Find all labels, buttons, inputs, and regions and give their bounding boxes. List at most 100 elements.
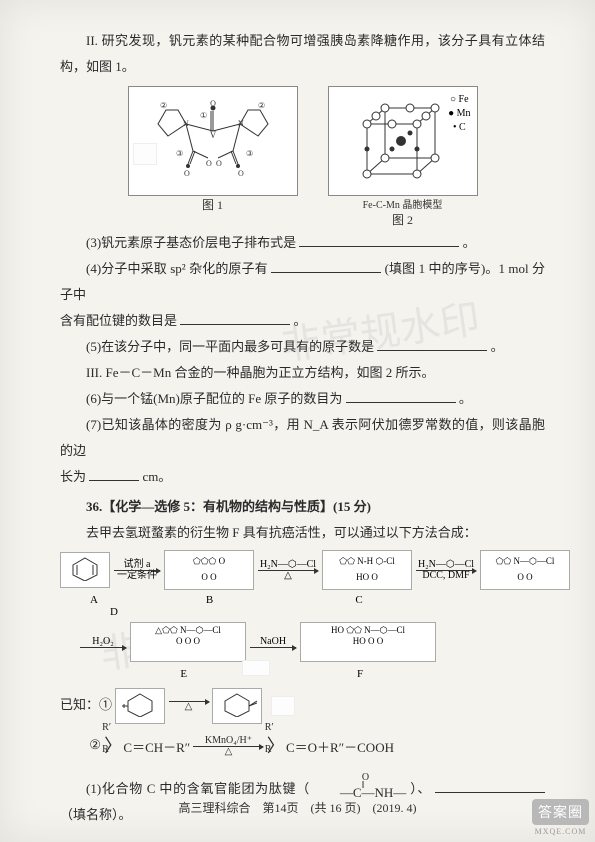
- legend-c: • C: [448, 121, 470, 135]
- synthesis-row-1: 试剂 a 一定条件 ⬠⬠⬠ OO O H₂N—⬡—Cl △ ⬠⬠ N-H ⬡-C…: [60, 550, 545, 590]
- known2-label: ②: [89, 737, 101, 752]
- known1-rhs: [212, 688, 262, 724]
- figure-row: V N N O O O O O ② ② ③ ③ ① 图 1: [60, 86, 545, 228]
- label-C: C: [317, 594, 401, 606]
- known2-arrow: KMnO₄/H⁺ △: [193, 736, 263, 757]
- fig2-caption: 图 2: [328, 211, 478, 228]
- arrow3-bot: DCC, DMF: [416, 571, 476, 581]
- svg-text:③: ③: [176, 149, 183, 158]
- q7-line2: 长为 cm。: [60, 464, 545, 490]
- arrow-1: 试剂 a 一定条件: [114, 560, 160, 581]
- q5: (5)在该分子中，同一平面内最多可具有的原子数是: [86, 339, 374, 354]
- svg-text:①: ①: [200, 111, 207, 120]
- svg-text:N: N: [183, 119, 189, 128]
- q36-title: 36.【化学—选修 5：有机物的结构与性质】(15 分): [60, 494, 545, 520]
- q7unit: cm。: [143, 469, 172, 484]
- logo-url: MXQE.COM: [532, 827, 589, 836]
- crystal-fig2-svg: [355, 96, 450, 186]
- svg-text:V: V: [209, 130, 216, 140]
- arrow2-bot: △: [258, 571, 318, 581]
- known1-arrow-bot: △: [169, 702, 209, 712]
- legend-mn: ● Mn: [448, 107, 470, 121]
- sub-q1-blank: [435, 779, 545, 793]
- corner-logo: 答案圈 MXQE.COM: [532, 799, 589, 836]
- label-E: E: [129, 668, 239, 680]
- known2-rhs: C＝O＋R″－COOH: [286, 740, 394, 755]
- sub-q1-a: (1)化合物 C 中的含氧官能团为肽键（: [86, 781, 310, 796]
- arrow-2: H₂N—⬡—Cl △: [258, 560, 318, 581]
- arrow5-top: NaOH: [250, 637, 296, 647]
- svg-text:N: N: [238, 119, 244, 128]
- known-line-1: 已知：① △: [60, 688, 545, 724]
- mol-C: ⬠⬠ N-H ⬡-ClHO O: [322, 550, 412, 590]
- legend-fe: ○ Fe: [448, 93, 470, 107]
- arrow4-top: H₂O₂: [80, 637, 126, 647]
- synthesis-labels-2: E F: [60, 666, 545, 682]
- q4-blank1: [271, 259, 381, 273]
- arrow3-top: H₂N—⬡—Cl: [416, 560, 476, 570]
- svg-text:③: ③: [246, 149, 253, 158]
- exam-page: 非常规水印 非 II. 研究发现，钒元素的某种配合物可增强胰岛素降糖作用，该分子…: [0, 0, 595, 842]
- fig1-caption: 图 1: [128, 196, 298, 213]
- q4a: (4)分子中采取 sp² 杂化的原子有: [86, 261, 268, 276]
- q7b: 长为: [60, 469, 86, 484]
- q3-text: (3)钒元素原子基态价层电子排布式是: [86, 235, 296, 250]
- arrow1-top: 试剂 a: [114, 560, 160, 570]
- fig2-sub: Fe-C-Mn 晶胞模型: [328, 196, 478, 211]
- label-D: D: [72, 606, 156, 618]
- q4-blank2: [180, 311, 290, 325]
- logo-text: 答案圈: [532, 799, 589, 825]
- svg-text:O: O: [216, 159, 222, 168]
- synthesis-labels-1: A B C D: [60, 594, 545, 618]
- figure-2-legend: ○ Fe ● Mn • C: [448, 93, 470, 135]
- q5-line: (5)在该分子中，同一平面内最多可具有的原子数是 。: [60, 334, 545, 360]
- arrow2-top: H₂N—⬡—Cl: [258, 560, 318, 570]
- known-label: 已知：①: [60, 697, 112, 712]
- q5end: 。: [491, 339, 504, 354]
- mol-A: [60, 552, 110, 588]
- q3-blank: [299, 233, 459, 247]
- section-3-intro: III. Fe－C－Mn 合金的一种晶胞为正立方结构，如图 2 所示。: [60, 360, 545, 386]
- label-F: F: [295, 668, 425, 680]
- svg-text:②: ②: [160, 101, 167, 110]
- known2-rtop: R′: [102, 718, 111, 738]
- svg-text:②: ②: [258, 101, 265, 110]
- q7-line1: (7)已知该晶体的密度为 ρ g·cm⁻³，用 N_A 表示阿伏加德罗常数的值，…: [60, 412, 545, 464]
- q4-line2: 含有配位键的数目是 。: [60, 308, 545, 334]
- arrow-3: H₂N—⬡—Cl DCC, DMF: [416, 560, 476, 581]
- q6-blank: [346, 389, 456, 403]
- q3-end: 。: [463, 235, 476, 250]
- synthesis-row-2: H₂O₂ △⬠⬠ N—⬡—ClO O O NaOH HO ⬠⬠ N—⬡—ClHO…: [60, 622, 545, 662]
- figure-2: ○ Fe ● Mn • C Fe-C-Mn 晶胞模型 图 2: [328, 86, 478, 228]
- q36-intro: 去甲去氢斑蝥素的衍生物 F 具有抗癌活性，可以通过以下方法合成：: [60, 520, 545, 546]
- known2-txt: C＝CH－R″: [123, 740, 190, 755]
- arrow-5: NaOH: [250, 637, 296, 648]
- molecule-fig1-svg: V N N O O O O O ② ② ③ ③ ①: [138, 96, 288, 186]
- mol-F: HO ⬠⬠ N—⬡—ClHO O O: [300, 622, 436, 662]
- arrow1-bot: 一定条件: [114, 571, 160, 581]
- q6-line: (6)与一个锰(Mn)原子配位的 Fe 原子的数目为 。: [60, 386, 545, 412]
- q5-blank: [377, 337, 487, 351]
- known1-arrow: △: [169, 701, 209, 712]
- page-footer: 高三理科综合 第14页 (共 16 页) (2019. 4): [0, 799, 595, 816]
- svg-text:O: O: [238, 169, 244, 178]
- known-line-2: ② R′ R 〉 C＝CH－R″ KMnO₄/H⁺ △ R′ R 〉 C＝O＋R…: [60, 728, 545, 764]
- svg-text:O: O: [210, 99, 216, 108]
- q6: (6)与一个锰(Mn)原子配位的 Fe 原子的数目为: [86, 391, 342, 406]
- known2-arrowbot: △: [193, 747, 263, 757]
- q4-line1: (4)分子中采取 sp² 杂化的原子有 (填图 1 中的序号)。1 mol 分子…: [60, 256, 545, 308]
- section-2-intro: II. 研究发现，钒元素的某种配合物可增强胰岛素降糖作用，该分子具有立体结构，如…: [60, 28, 545, 80]
- mol-B: ⬠⬠⬠ OO O: [164, 550, 254, 590]
- mol-D: ⬠⬠ N—⬡—ClO O: [480, 550, 570, 590]
- sub-q1-b: ）、: [410, 781, 431, 796]
- label-B: B: [168, 594, 252, 606]
- mol-E: △⬠⬠ N—⬡—ClO O O: [130, 622, 246, 662]
- known1-lhs: [115, 688, 165, 724]
- known2-rbot: R: [102, 740, 109, 760]
- known2-arrowtop: KMnO₄/H⁺: [193, 736, 263, 746]
- q4c: 含有配位键的数目是: [60, 313, 177, 328]
- q7-blank: [89, 467, 139, 481]
- figure-1: V N N O O O O O ② ② ③ ③ ① 图 1: [128, 86, 298, 228]
- q3-line: (3)钒元素原子基态价层电子排布式是 。: [60, 230, 545, 256]
- svg-text:O: O: [206, 159, 212, 168]
